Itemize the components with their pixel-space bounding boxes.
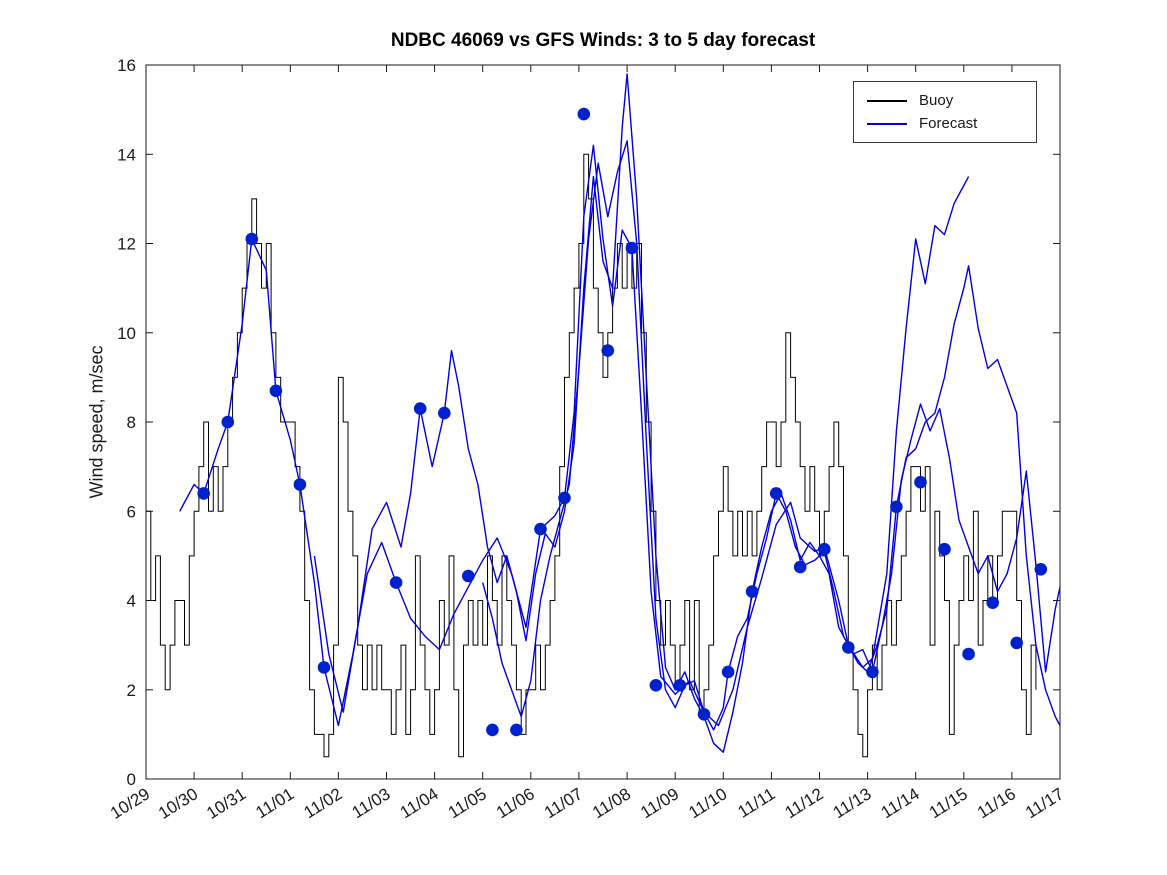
forecast-marker-dot <box>269 384 283 398</box>
y-tick-label: 12 <box>117 235 136 254</box>
y-tick-label: 0 <box>127 770 136 789</box>
forecast-marker-dot <box>413 402 427 415</box>
forecast-marker-dot <box>601 344 615 357</box>
forecast-marker-dot <box>986 596 999 609</box>
legend: Buoy Forecast <box>853 81 1037 143</box>
forecast-marker-dot <box>673 679 687 692</box>
x-tick-label: 11/09 <box>637 784 682 822</box>
x-tick-label: 11/05 <box>445 784 490 822</box>
y-tick-label: 16 <box>117 56 136 75</box>
x-tick-label: 10/30 <box>155 784 201 823</box>
x-tick-label: 11/04 <box>397 784 442 822</box>
x-tick-label: 11/03 <box>349 784 394 822</box>
x-tick-label: 11/02 <box>300 784 345 822</box>
forecast-marker-dot <box>745 585 759 598</box>
x-tick-label: 11/01 <box>252 784 297 822</box>
forecast-marker-dot <box>721 665 735 679</box>
forecast-line-sample <box>867 122 907 125</box>
x-tick-label: 11/15 <box>926 784 971 822</box>
x-tick-label: 11/08 <box>589 784 634 822</box>
x-tick-label: 10/29 <box>107 784 153 823</box>
forecast-marker-dot <box>558 491 571 505</box>
x-tick-label: 11/12 <box>782 784 827 822</box>
buoy-series <box>146 153 1037 758</box>
forecast-marker-dot <box>245 232 259 246</box>
forecast-marker-dot <box>317 661 331 674</box>
x-tick-label: 11/13 <box>830 784 875 822</box>
forecast-marker-dot <box>793 560 807 574</box>
forecast-marker-dot <box>438 406 451 420</box>
forecast-marker-dot <box>1010 636 1023 650</box>
x-tick-label: 11/11 <box>734 784 778 821</box>
x-tick-label: 11/10 <box>685 784 730 822</box>
legend-label-forecast: Forecast <box>919 115 978 132</box>
x-tick-label: 11/16 <box>974 784 1019 822</box>
forecast-marker-dot <box>510 723 523 737</box>
forecast-marker-dot <box>769 487 783 500</box>
legend-item-forecast: Forecast <box>854 112 1036 135</box>
forecast-marker-dot <box>486 723 499 737</box>
axis-ticks <box>145 64 1061 780</box>
forecast-marker-dot <box>962 647 975 661</box>
x-tick-label: 11/17 <box>1022 784 1067 822</box>
forecast-marker-dot <box>534 522 547 536</box>
forecast-marker-dot <box>293 478 307 491</box>
forecast-marker-dot <box>818 542 831 556</box>
axis-tick-labels: 10/29 10/30 10/31 11/01 11/02 11/03 11/04 11/05… <box>107 56 1067 823</box>
x-tick-label: 11/06 <box>493 784 538 822</box>
forecast-marker-dot <box>938 542 951 556</box>
forecast-series-3 <box>482 140 1061 731</box>
legend-label-buoy: Buoy <box>919 92 954 109</box>
x-tick-label: 10/31 <box>203 784 249 823</box>
x-tick-label: 11/14 <box>878 784 923 822</box>
series-group <box>146 73 1061 758</box>
x-tick-label: 11/07 <box>541 784 586 822</box>
legend-item-buoy: Buoy <box>854 89 1036 112</box>
y-tick-label: 4 <box>127 592 136 611</box>
forecast-marker-dot <box>914 475 927 489</box>
forecast-marker-dot <box>890 500 903 514</box>
forecast-markers <box>197 107 1048 737</box>
chart-title: NDBC 46069 vs GFS Winds: 3 to 5 day fore… <box>390 30 816 51</box>
y-tick-label: 2 <box>127 681 136 700</box>
forecast-marker-dot <box>842 641 855 654</box>
y-tick-label: 8 <box>127 413 136 432</box>
y-tick-label: 6 <box>127 502 136 521</box>
forecast-marker-dot <box>221 415 235 429</box>
forecast-series-2 <box>313 73 1061 753</box>
forecast-marker-dot <box>697 708 711 721</box>
forecast-marker-dot <box>462 569 475 583</box>
forecast-marker-dot <box>577 107 591 121</box>
forecast-marker-dot <box>1034 563 1048 576</box>
forecast-marker-dot <box>197 487 210 500</box>
y-tick-label: 10 <box>117 324 136 343</box>
buoy-line-sample <box>867 99 907 102</box>
forecast-marker-dot <box>625 241 639 255</box>
forecast-series-1 <box>179 144 970 727</box>
forecast-marker-dot <box>389 576 403 589</box>
forecast-marker-dot <box>866 665 879 679</box>
y-tick-label: 14 <box>117 145 136 164</box>
forecast-marker-dot <box>649 679 663 692</box>
